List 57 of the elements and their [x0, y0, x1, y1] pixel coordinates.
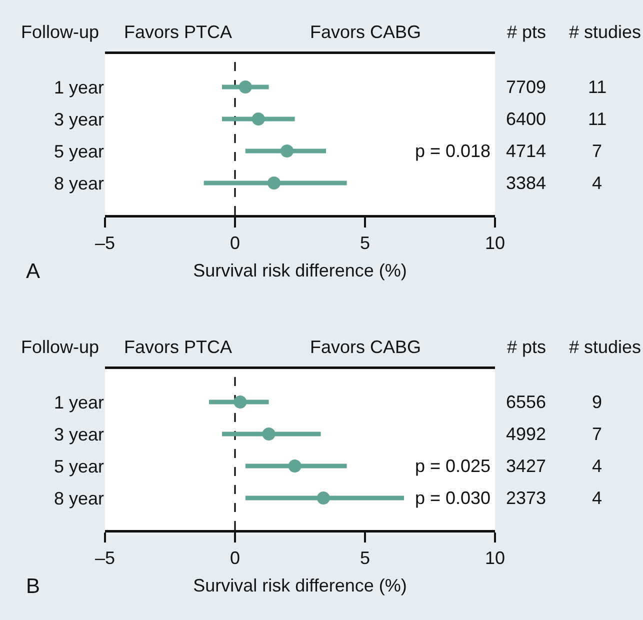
- point: [316, 491, 330, 504]
- x-tick-label: –5: [94, 548, 116, 568]
- text: # pts: [507, 22, 546, 42]
- y-tick-label: 1 year: [54, 77, 104, 98]
- text: # pts: [507, 337, 546, 357]
- text: 4714: [506, 141, 546, 161]
- text: Follow-up: [21, 22, 100, 42]
- text: 7709: [506, 77, 546, 97]
- text: Favors PTCA: [124, 337, 232, 357]
- text: 3384: [506, 173, 546, 193]
- y-tick-label: 3 year: [54, 109, 104, 130]
- text: Favors CABG: [310, 22, 422, 42]
- annotation: p = 0.018: [415, 141, 491, 161]
- text: 4: [592, 456, 602, 476]
- y-tick-label: 5 year: [54, 456, 104, 476]
- text: B: [26, 575, 40, 598]
- x-axis-title: Survival risk difference (%): [193, 260, 407, 280]
- text: 7: [592, 424, 602, 444]
- y-tick-label: 8 year: [54, 488, 104, 508]
- text: Follow-up: [21, 337, 100, 357]
- text: 7: [592, 141, 602, 161]
- text: 6556: [506, 392, 546, 412]
- x-tick-label: 10: [484, 548, 506, 568]
- x-tick-label: 10: [484, 233, 506, 254]
- text: 6400: [506, 109, 546, 129]
- text: 4: [592, 173, 602, 193]
- text: # studies: [569, 22, 642, 42]
- y-tick-label: 1 year: [54, 392, 104, 412]
- y-tick-label: 8 year: [54, 173, 104, 194]
- point: [268, 176, 280, 190]
- point: [252, 112, 265, 126]
- y-tick-label: 5 year: [54, 141, 104, 162]
- x-tick-label: –5: [94, 233, 116, 254]
- text: 11: [588, 77, 607, 97]
- point: [280, 144, 294, 158]
- text: 2373: [506, 488, 546, 508]
- y-tick-label: 3 year: [54, 424, 104, 444]
- text: A: [26, 260, 40, 283]
- annotation: p = 0.025: [415, 456, 491, 476]
- x-axis-title: Survival risk difference (%): [193, 575, 407, 596]
- x-tick-label: 0: [230, 548, 240, 568]
- text: 4992: [506, 424, 546, 444]
- point: [262, 427, 276, 440]
- text: Favors PTCA: [124, 22, 232, 42]
- point: [238, 80, 252, 94]
- x-tick-label: 5: [360, 233, 370, 254]
- text: Favors CABG: [310, 337, 422, 357]
- text: 9: [592, 392, 602, 412]
- annotation: p = 0.030: [415, 488, 491, 508]
- text: 4: [592, 488, 602, 508]
- x-tick-label: 5: [360, 548, 370, 568]
- text: # studies: [569, 337, 642, 357]
- point: [234, 395, 247, 408]
- point: [288, 459, 302, 472]
- text: 11: [588, 109, 607, 129]
- text: 3427: [506, 456, 546, 476]
- x-tick-label: 0: [230, 233, 240, 254]
